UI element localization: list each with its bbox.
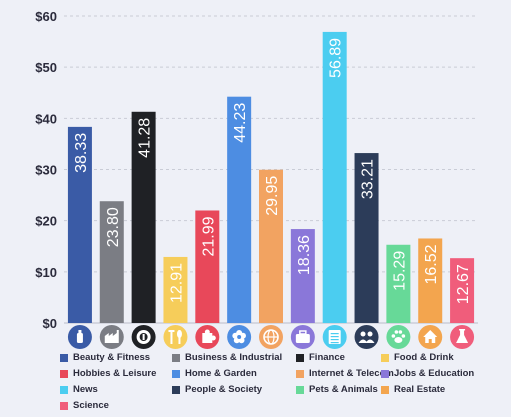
puzzle-icon: [195, 325, 220, 349]
legend-item: Hobbies & Leisure: [60, 368, 166, 379]
factory-icon: [99, 325, 124, 349]
y-tick-label: $40: [35, 111, 57, 126]
y-tick-label: $30: [35, 163, 57, 178]
bar-value-label: 12.91: [168, 263, 185, 303]
legend-item: Home & Garden: [172, 368, 290, 379]
legend-label: Finance: [309, 352, 345, 363]
briefcase-icon: [290, 325, 315, 349]
globe-icon: [259, 325, 283, 349]
legend-label: Home & Garden: [185, 368, 257, 379]
legend-swatch: [296, 369, 304, 378]
y-tick-label: $10: [35, 265, 57, 280]
bar: [386, 244, 411, 323]
bar: [195, 210, 220, 323]
y-axis-ticks: $0 $10 $20 $30 $40 $50 $60: [35, 9, 57, 331]
legend-swatch: [172, 385, 180, 394]
flask-icon: [450, 325, 475, 349]
legend-swatch: [60, 369, 68, 378]
bar-value-label: 56.89: [328, 38, 345, 78]
legend-item: Science: [60, 400, 166, 411]
bar: [322, 31, 347, 323]
legend-label: People & Society: [185, 384, 263, 395]
legend-item: Real Estate: [381, 384, 501, 395]
bar-value-label: 15.29: [391, 251, 408, 291]
bar: [163, 256, 188, 323]
bar-value-label: 38.33: [73, 133, 90, 173]
bars: 38.33 23.80 41.28 12.91 21.99 44.23 29.95 18.36…: [67, 31, 475, 323]
bar: [259, 169, 283, 323]
utensils-icon: [163, 325, 188, 349]
legend-swatch: [172, 369, 180, 378]
legend-swatch: [296, 385, 304, 394]
category-icons: [67, 325, 475, 349]
legend-item: People & Society: [172, 384, 290, 395]
y-tick-label: $0: [43, 316, 57, 331]
bar-value-label: 41.28: [137, 118, 154, 158]
legend-label: Jobs & Education: [394, 368, 475, 379]
legend-item: Internet & Telecom: [296, 368, 394, 379]
legend-label: Real Estate: [394, 384, 446, 395]
bar: [227, 96, 252, 323]
bar-value-label: 12.67: [455, 264, 472, 304]
newspaper-icon: [322, 325, 347, 349]
legend-swatch: [60, 385, 68, 394]
legend-label: Food & Drink: [394, 352, 454, 363]
legend-item: Beauty & Fitness: [60, 352, 166, 363]
paw-icon: [386, 325, 411, 349]
bar: [354, 153, 379, 323]
bar: [450, 258, 475, 323]
legend-label: Pets & Animals: [309, 384, 378, 395]
legend-label: Science: [73, 400, 109, 411]
legend-item: Finance: [296, 352, 375, 363]
bar-value-label: 29.95: [264, 176, 281, 216]
legend-item: Food & Drink: [381, 352, 501, 363]
y-tick-label: $50: [35, 60, 57, 75]
bar-value-label: 33.21: [360, 159, 377, 199]
flower-icon: [227, 325, 252, 349]
legend-label: Beauty & Fitness: [73, 352, 151, 363]
y-tick-label: $20: [35, 214, 57, 229]
legend-swatch: [381, 353, 389, 362]
legend-swatch: [60, 401, 68, 410]
legend: Beauty & Fitness Business & Industrial Fin…: [60, 352, 500, 411]
y-tick-label: $60: [35, 9, 57, 24]
bar: [418, 238, 443, 323]
bar: [290, 229, 315, 323]
people-icon: [354, 325, 379, 349]
bar-value-label: 16.52: [423, 244, 440, 284]
bar: [131, 111, 156, 323]
bar-value-label: 21.99: [200, 216, 217, 256]
legend-label: News: [73, 384, 98, 395]
bar: [99, 201, 124, 323]
legend-item: News: [60, 384, 166, 395]
bar-value-label: 44.23: [232, 103, 249, 143]
coin-icon: [131, 325, 156, 349]
legend-swatch: [60, 353, 68, 362]
legend-item: Jobs & Education: [381, 368, 501, 379]
bar-value-label: 23.80: [105, 207, 122, 247]
bar-value-label: 18.36: [296, 235, 313, 275]
legend-label: Hobbies & Leisure: [73, 368, 157, 379]
legend-item: Pets & Animals: [296, 384, 378, 395]
legend-item: Business & Industrial: [172, 352, 290, 363]
legend-swatch: [296, 353, 304, 362]
legend-swatch: [381, 369, 389, 378]
bottle-icon: [67, 325, 92, 349]
bar: [67, 126, 92, 323]
legend-label: Business & Industrial: [185, 352, 283, 363]
house-icon: [418, 325, 443, 349]
legend-swatch: [381, 385, 389, 394]
legend-label: Internet & Telecom: [309, 368, 394, 379]
legend-swatch: [172, 353, 180, 362]
